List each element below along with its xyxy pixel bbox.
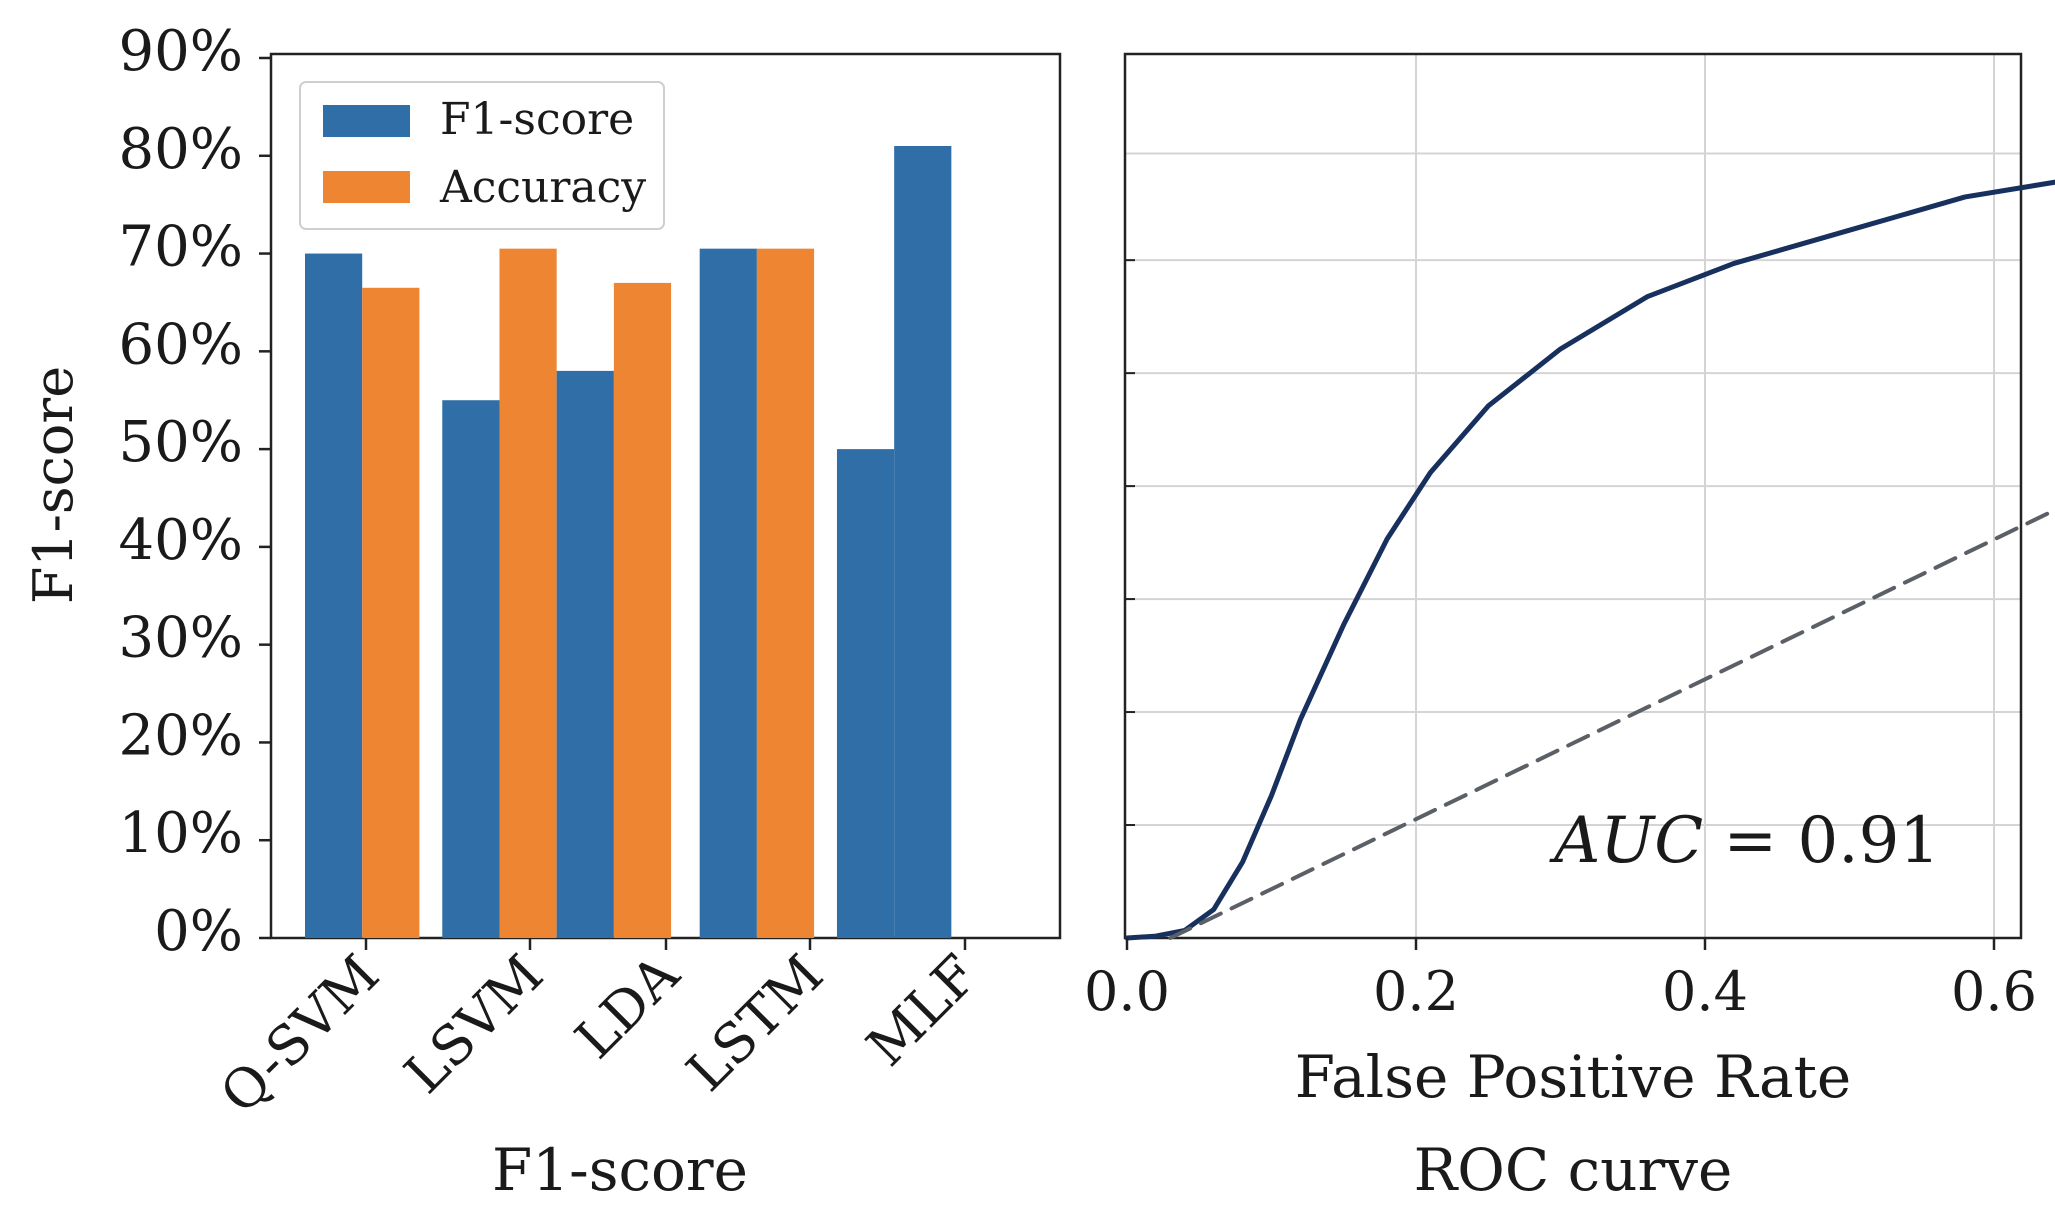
bar-y-tick-label: 50% <box>119 410 243 475</box>
roc-line-roc <box>1124 179 2055 941</box>
bar-mlf-f1-score <box>894 146 952 938</box>
bar-lsvm-accuracy <box>499 248 557 938</box>
bar-y-tick-label: 40% <box>119 508 243 573</box>
roc-x-tick-label: 0.0 <box>1084 960 1170 1023</box>
legend-label-accuracy: Accuracy <box>439 162 646 213</box>
roc-x-ticks: 0.00.20.40.60.81.01.0 <box>1084 938 2037 1023</box>
legend-swatch-f1 <box>323 105 410 137</box>
bar-y-tick-label: 90% <box>119 19 243 84</box>
legend-swatch-accuracy <box>323 171 410 203</box>
roc-line-chance <box>1168 507 2055 940</box>
bar-panel: 0%10%20%30%40%50%60%70%80%90% Q-SVM LSVM L… <box>22 19 1062 1204</box>
bar-y-tick-label: 10% <box>119 801 243 866</box>
roc-plot-frame <box>1123 52 2023 940</box>
roc-panel: 0.00.20.40.60.81.01.0 False Positive Rat… <box>1084 52 2055 1204</box>
bar-x-axis-label: F1-score <box>492 1136 748 1204</box>
auc-annotation: AUC = 0.91 <box>1549 804 1940 878</box>
bar-y-tick-label: 0% <box>154 899 243 964</box>
bar-x-tick-label: MLF <box>855 943 990 1078</box>
bar-lstm-accuracy <box>756 248 815 938</box>
bar-y-tick-label: 80% <box>119 117 243 182</box>
roc-x-tick-label: 0.4 <box>1662 960 1748 1023</box>
bar-legend: F1-score Accuracy <box>299 81 665 230</box>
bar-x-tick-label: LSVM <box>392 943 555 1106</box>
bar-lsvm-f1-score <box>556 370 614 938</box>
bar-y-ticks: 0% 10% 20% 30% 40% 50% 60% 70% 80% 90% <box>119 19 271 964</box>
roc-x-tick-label: 0.2 <box>1373 960 1459 1023</box>
roc-series <box>1124 179 2055 941</box>
bar-q-svm-f1-score <box>305 253 363 939</box>
bar-q-svm-accuracy <box>362 287 420 938</box>
bar-mlf-f1-score <box>836 449 895 938</box>
bar-lstm-f1-score <box>699 248 757 938</box>
bar-lda-accuracy <box>613 282 672 938</box>
auc-value: = 0.91 <box>1703 804 1940 878</box>
bar-y-tick-label: 20% <box>119 703 243 768</box>
bar-x-tick-label: LDA <box>563 942 692 1071</box>
roc-caption: ROC curve <box>1414 1136 1733 1204</box>
roc-grid <box>1125 54 2021 938</box>
bar-y-tick-label: 70% <box>119 215 243 280</box>
bar-y-axis-label: F1-score <box>22 366 85 604</box>
bar-y-tick-label: 30% <box>119 606 243 671</box>
roc-x-axis-label: False Positive Rate <box>1295 1043 1851 1111</box>
legend-label-f1: F1-score <box>440 94 634 145</box>
roc-x-tick-label: 0.6 <box>1951 960 2037 1023</box>
bar-y-tick-label: 60% <box>119 312 243 377</box>
bar-lsvm-f1-score <box>442 400 500 938</box>
auc-symbol: AUC <box>1549 804 1703 878</box>
bar-x-tick-label: LSTM <box>675 943 836 1104</box>
bar-series-marks <box>305 146 952 939</box>
bar-x-tick-label: Q-SVM <box>208 943 391 1126</box>
